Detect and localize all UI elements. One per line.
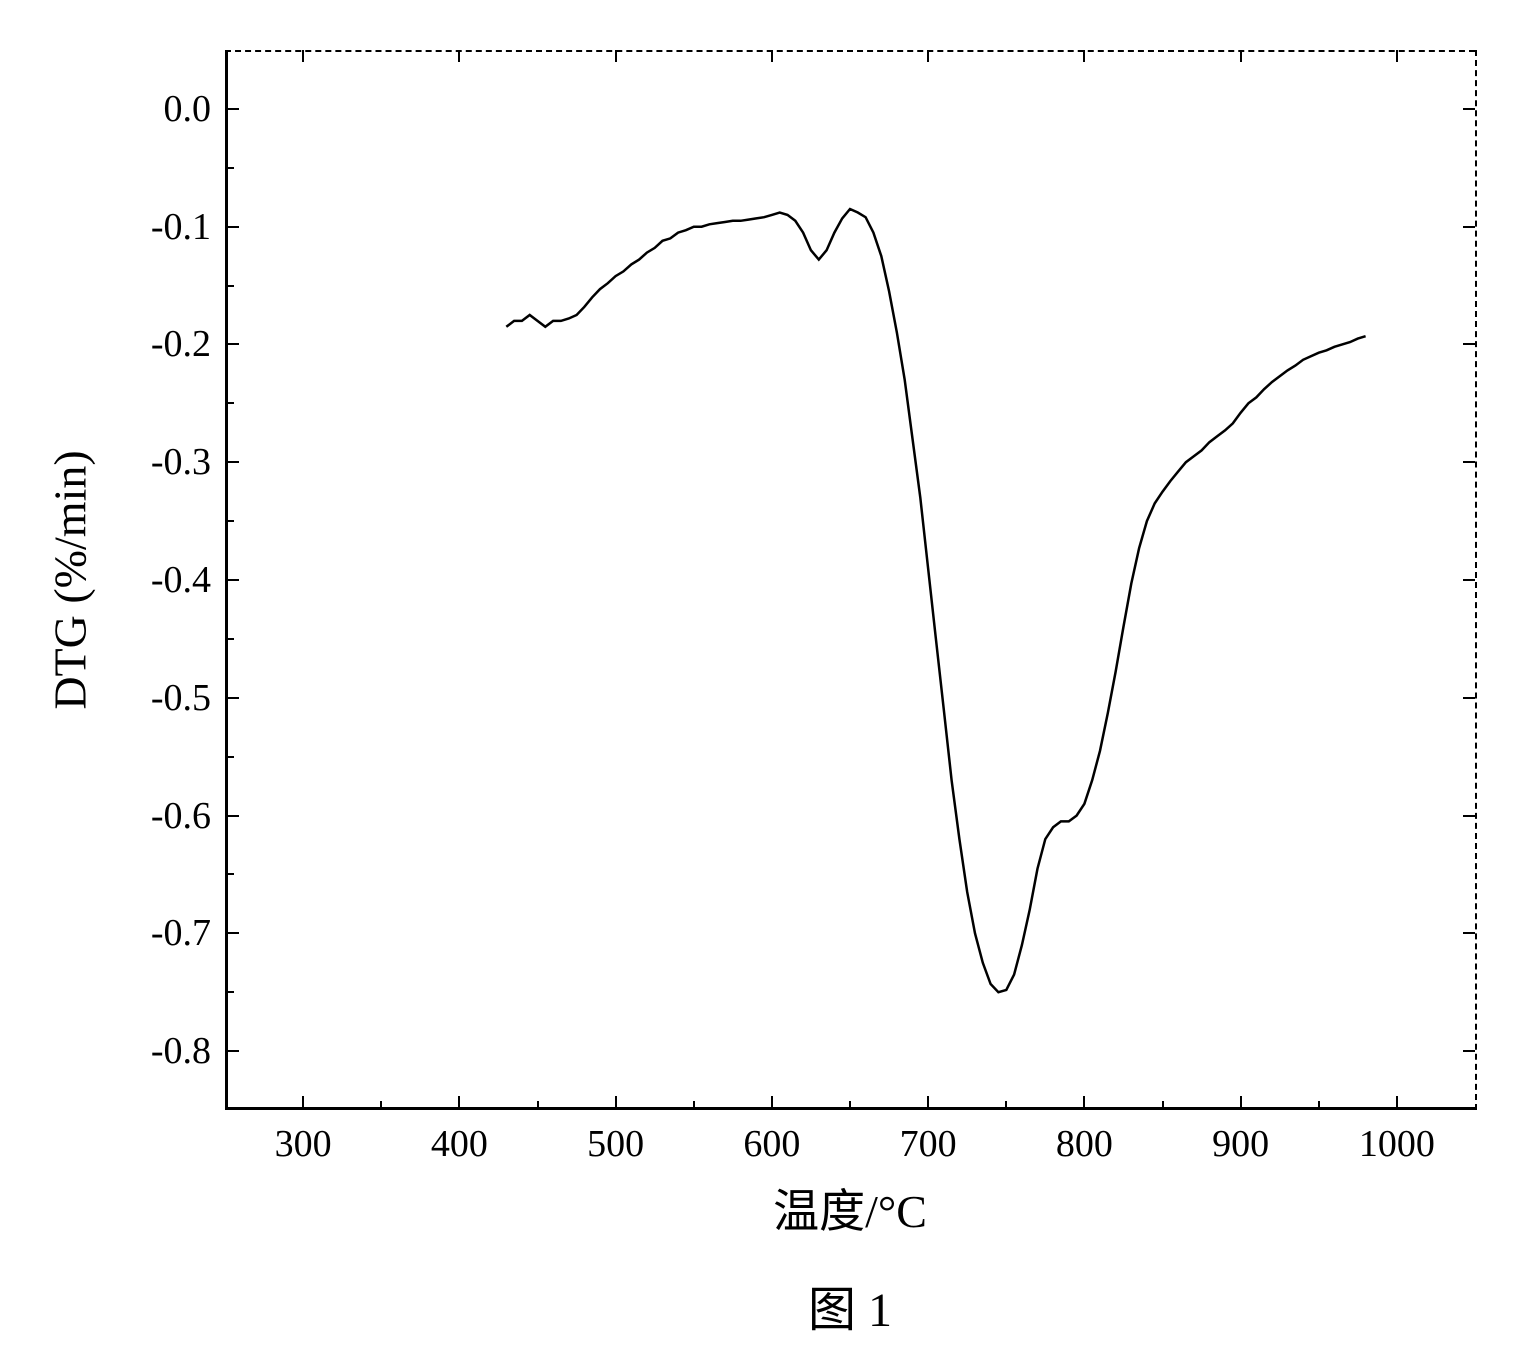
- y-tick-right: [1463, 815, 1475, 817]
- x-tick-top: [927, 50, 929, 62]
- x-minor-tick: [693, 1101, 695, 1110]
- y-tick: [225, 1050, 239, 1052]
- right-border-dashed: [1475, 50, 1477, 1110]
- y-tick-right: [1463, 697, 1475, 699]
- x-tick-label: 500: [587, 1122, 644, 1166]
- x-tick-top: [1396, 50, 1398, 62]
- x-tick-top: [302, 50, 304, 62]
- y-tick: [225, 461, 239, 463]
- x-minor-tick: [1162, 1101, 1164, 1110]
- chart-container: DTG (%/min) 温度/°C 图 1 300 400 500 600 700 800…: [0, 0, 1520, 1348]
- y-tick-right: [1463, 932, 1475, 934]
- y-tick-label: -0.8: [151, 1029, 211, 1073]
- x-minor-tick: [537, 1101, 539, 1110]
- x-minor-tick: [849, 1101, 851, 1110]
- x-tick-label: 400: [431, 1122, 488, 1166]
- y-tick-right: [1463, 579, 1475, 581]
- y-tick: [225, 815, 239, 817]
- x-tick: [615, 1096, 617, 1110]
- y-tick: [225, 697, 239, 699]
- x-tick-top: [1240, 50, 1242, 62]
- x-tick: [927, 1096, 929, 1110]
- x-tick-label: 900: [1212, 1122, 1269, 1166]
- dtg-curve: [506, 209, 1365, 992]
- y-tick-label: -0.5: [151, 676, 211, 720]
- y-minor-tick: [225, 520, 234, 522]
- x-minor-tick: [380, 1101, 382, 1110]
- y-tick-label: -0.4: [151, 558, 211, 602]
- x-tick-top: [1083, 50, 1085, 62]
- x-tick-label: 800: [1056, 1122, 1113, 1166]
- y-minor-tick: [225, 402, 234, 404]
- y-tick-right: [1463, 226, 1475, 228]
- x-tick-top: [615, 50, 617, 62]
- y-tick: [225, 579, 239, 581]
- x-tick-label: 1000: [1359, 1122, 1435, 1166]
- y-tick: [225, 226, 239, 228]
- figure-caption: 图 1: [808, 1270, 892, 1340]
- y-tick: [225, 343, 239, 345]
- y-tick-right: [1463, 1050, 1475, 1052]
- x-axis-label: 温度/°C: [773, 1175, 927, 1241]
- y-minor-tick: [225, 873, 234, 875]
- y-tick-label: -0.7: [151, 911, 211, 955]
- y-tick-label: 0.0: [164, 87, 212, 131]
- top-border-dashed: [225, 50, 1475, 52]
- x-minor-tick: [1318, 1101, 1320, 1110]
- y-minor-tick: [225, 756, 234, 758]
- x-tick-top: [771, 50, 773, 62]
- x-minor-tick: [1005, 1101, 1007, 1110]
- x-tick-top: [458, 50, 460, 62]
- x-tick: [771, 1096, 773, 1110]
- x-tick: [1396, 1096, 1398, 1110]
- x-tick: [302, 1096, 304, 1110]
- x-tick: [1240, 1096, 1242, 1110]
- y-tick-right: [1463, 343, 1475, 345]
- y-minor-tick: [225, 285, 234, 287]
- x-tick: [458, 1096, 460, 1110]
- x-tick-label: 300: [275, 1122, 332, 1166]
- y-minor-tick: [225, 167, 234, 169]
- y-minor-tick: [225, 638, 234, 640]
- y-tick: [225, 108, 239, 110]
- y-tick-right: [1463, 108, 1475, 110]
- y-minor-tick: [225, 991, 234, 993]
- y-tick: [225, 932, 239, 934]
- y-tick-label: -0.2: [151, 322, 211, 366]
- y-tick-right: [1463, 461, 1475, 463]
- y-tick-label: -0.6: [151, 794, 211, 838]
- y-tick-label: -0.1: [151, 205, 211, 249]
- x-tick-label: 600: [743, 1122, 800, 1166]
- x-tick: [1083, 1096, 1085, 1110]
- y-tick-label: -0.3: [151, 440, 211, 484]
- y-axis-label: DTG (%/min): [44, 450, 97, 709]
- x-tick-label: 700: [900, 1122, 957, 1166]
